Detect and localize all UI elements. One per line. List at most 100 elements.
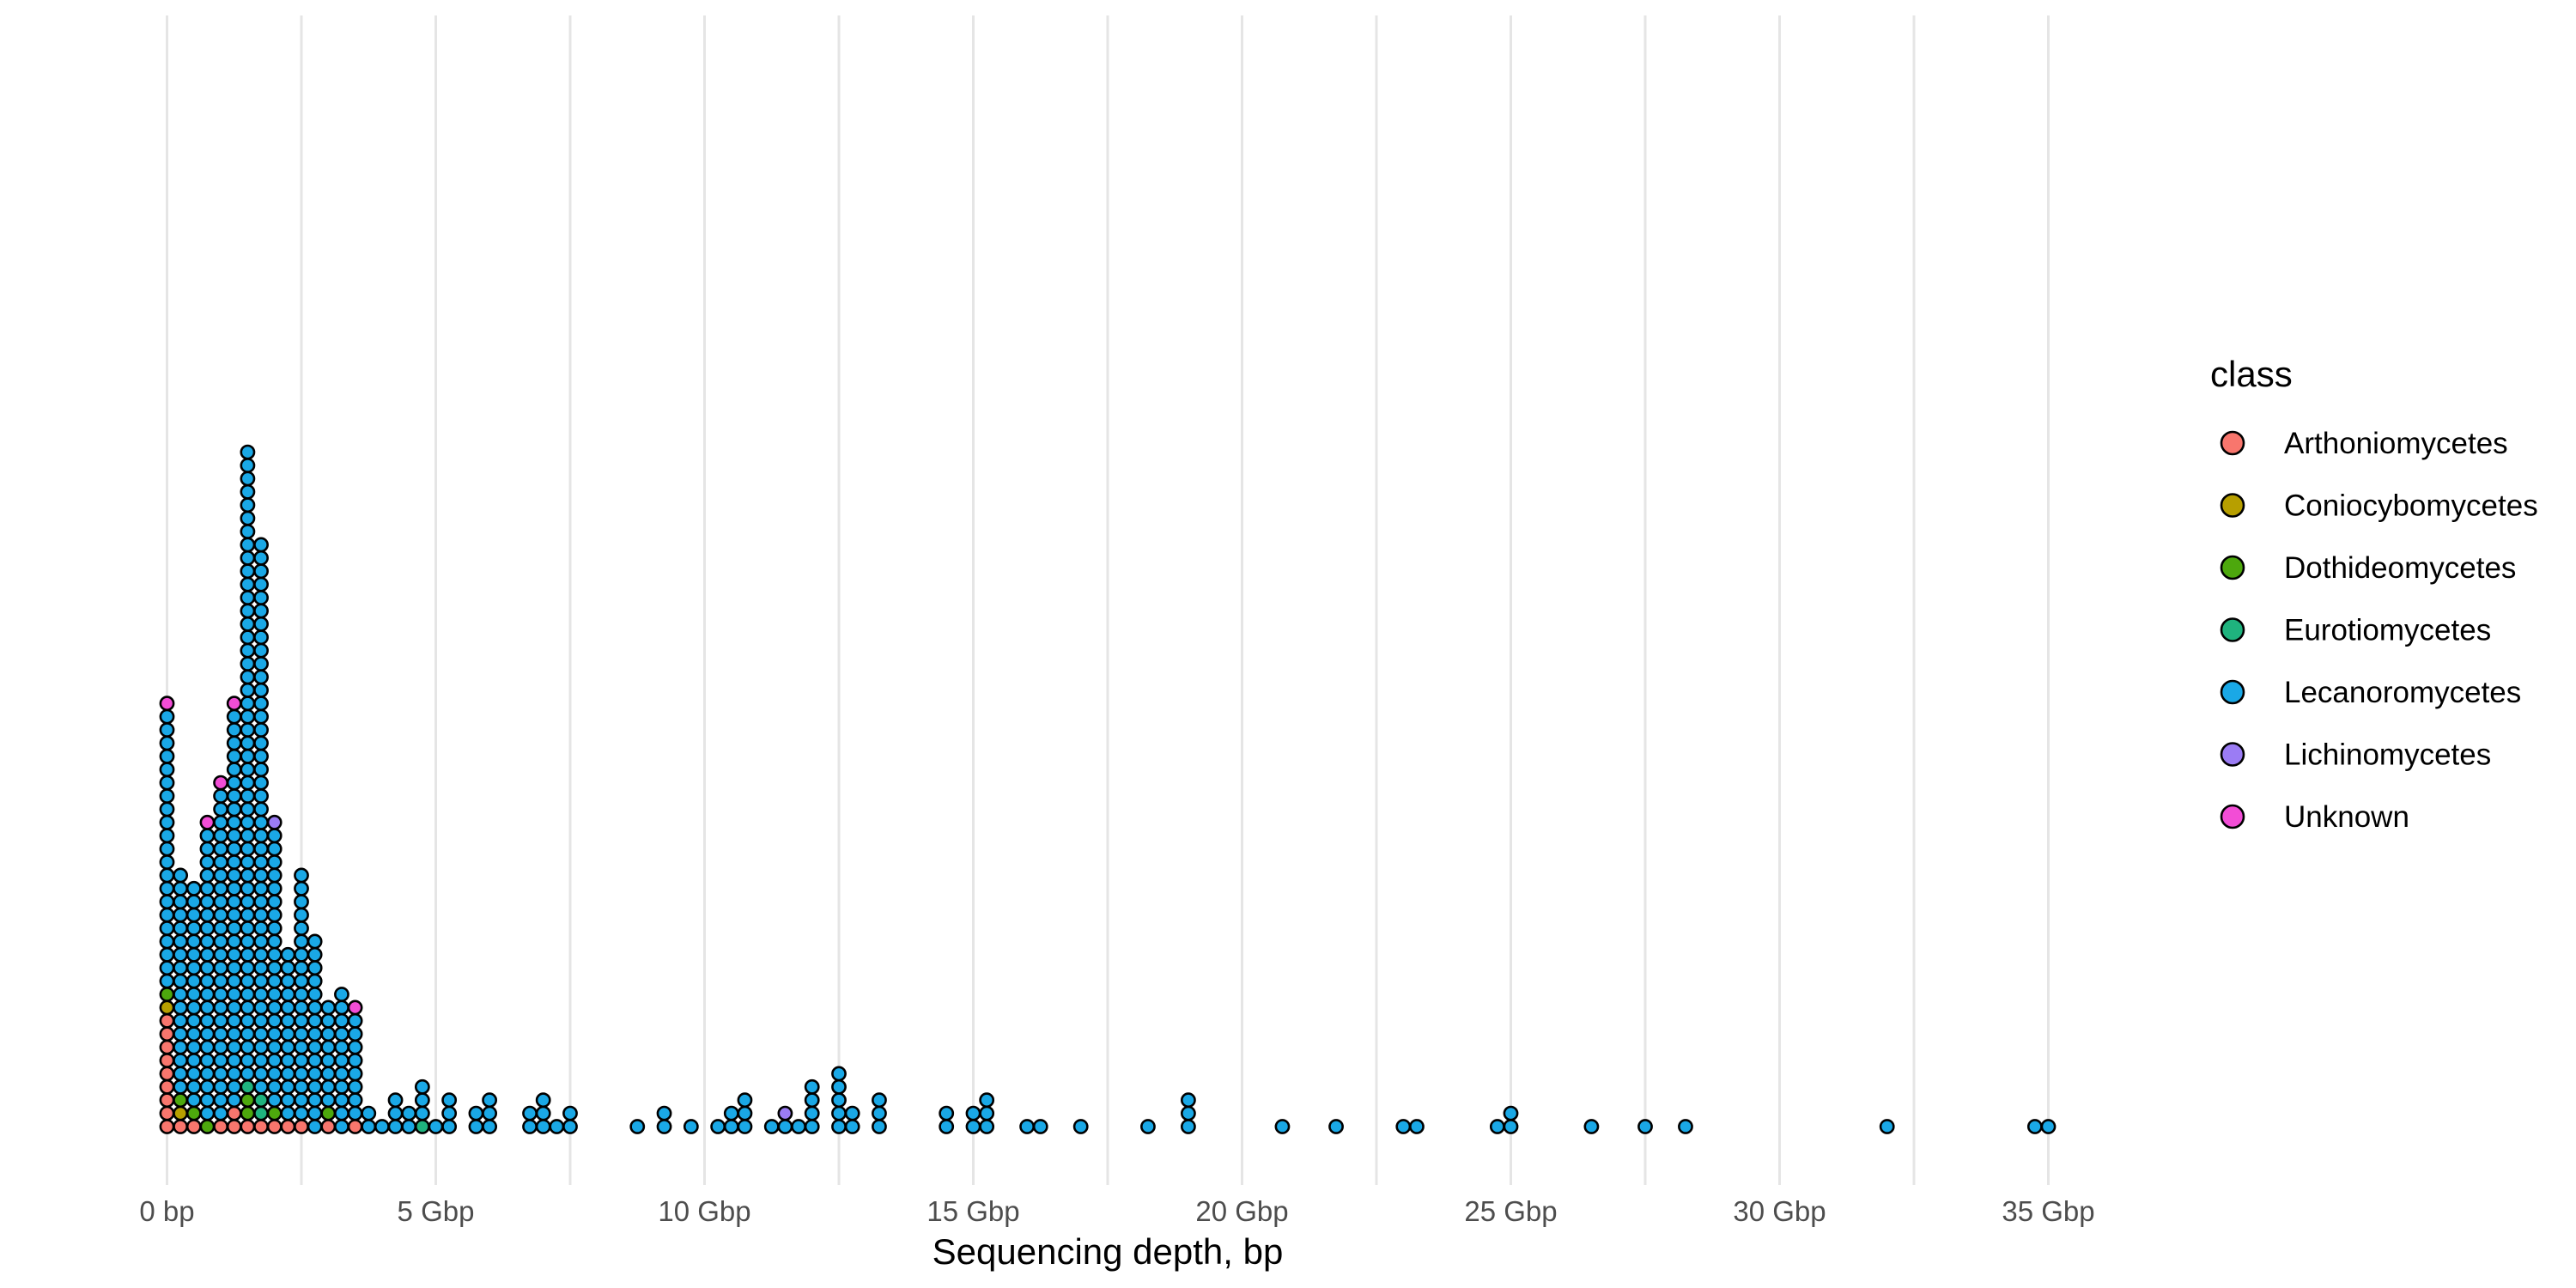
data-dot [226, 1012, 242, 1029]
data-dot [1409, 1119, 1425, 1134]
data-dot [213, 788, 228, 804]
data-dot [1879, 1119, 1895, 1134]
data-dot [347, 1092, 363, 1109]
data-dot [159, 907, 175, 923]
data-dot [320, 1066, 337, 1082]
data-dot [266, 1092, 283, 1109]
data-dot [173, 907, 189, 923]
data-dot [387, 1092, 404, 1109]
data-dot [347, 1119, 363, 1134]
data-dot [253, 828, 269, 844]
data-dot [213, 841, 228, 857]
data-dot [872, 1119, 887, 1134]
data-dot [294, 973, 309, 989]
data-dot [253, 696, 269, 712]
data-dot [173, 1105, 189, 1121]
data-dot [159, 1105, 175, 1121]
data-dot [240, 471, 256, 487]
data-dots [159, 444, 2057, 1134]
data-dot [939, 1119, 955, 1134]
data-dot [213, 867, 228, 884]
data-dot [240, 1092, 256, 1109]
data-dot [226, 841, 242, 857]
data-dot [347, 999, 363, 1016]
data-dot [226, 828, 242, 844]
data-dot [199, 987, 216, 1002]
legend-entry: Lichinomycetes [2220, 738, 2491, 772]
data-dot [240, 510, 256, 526]
data-dot [468, 1105, 484, 1121]
data-dot [240, 775, 256, 791]
data-dot [199, 1119, 216, 1134]
data-dot [240, 708, 256, 725]
data-dot [240, 973, 256, 989]
data-dot [199, 946, 216, 963]
data-dot [361, 1119, 377, 1134]
x-tick-label: 35 Gbp [2002, 1195, 2094, 1227]
data-dot [226, 1039, 242, 1055]
data-dot [253, 946, 269, 963]
data-dot [173, 1012, 189, 1029]
data-dot [173, 1026, 189, 1042]
data-dot [253, 590, 269, 605]
data-dot [266, 894, 283, 910]
data-dot [185, 920, 202, 936]
data-dot [872, 1105, 887, 1121]
data-dot [979, 1092, 995, 1109]
data-dot [804, 1078, 820, 1095]
data-dot [629, 1119, 646, 1134]
data-dot [294, 1078, 309, 1095]
data-dot [185, 1039, 202, 1055]
data-dot [159, 1066, 175, 1082]
data-dot [240, 483, 256, 500]
data-dot [199, 867, 216, 884]
data-dot [723, 1119, 739, 1134]
data-dot [213, 1012, 228, 1029]
data-dot [307, 987, 323, 1002]
data-dot [320, 1092, 337, 1109]
data-dot [253, 933, 269, 950]
data-dot [226, 854, 242, 870]
x-tick-label: 30 Gbp [1733, 1195, 1826, 1227]
data-dot [240, 669, 256, 685]
data-dot [763, 1119, 780, 1134]
data-dot [185, 1105, 202, 1121]
data-dot [185, 1119, 202, 1134]
data-dot [831, 1105, 847, 1121]
data-dot [1274, 1119, 1291, 1134]
data-dot [240, 762, 256, 778]
data-dot [1181, 1119, 1196, 1134]
data-dot [159, 841, 175, 857]
data-dot [535, 1092, 551, 1109]
data-dot [1489, 1119, 1505, 1134]
data-dot [294, 1105, 309, 1121]
data-dot [683, 1119, 699, 1134]
data-dot [266, 880, 283, 896]
data-dot [240, 682, 256, 698]
data-dot [266, 999, 283, 1016]
x-tick-label: 15 Gbp [927, 1195, 1019, 1227]
data-dot [199, 814, 216, 830]
data-dot [320, 999, 337, 1016]
data-dot [159, 1012, 175, 1029]
data-dot [428, 1119, 444, 1134]
data-dot [240, 1012, 256, 1029]
data-dot [334, 1026, 349, 1042]
data-dot [213, 828, 228, 844]
data-dot [253, 563, 269, 580]
data-dot [173, 1119, 189, 1134]
data-dot [226, 960, 242, 976]
data-dot [226, 722, 242, 738]
data-dot [213, 1026, 228, 1042]
data-dot [159, 762, 175, 778]
data-dot [334, 1039, 349, 1055]
data-dot [280, 960, 296, 976]
data-dot [213, 775, 228, 791]
data-dot [414, 1119, 430, 1134]
data-dot [307, 999, 323, 1016]
data-dot [266, 841, 283, 857]
data-dot [240, 550, 256, 566]
data-dot [253, 748, 269, 764]
data-dot [1181, 1092, 1196, 1109]
data-dot [253, 762, 269, 778]
